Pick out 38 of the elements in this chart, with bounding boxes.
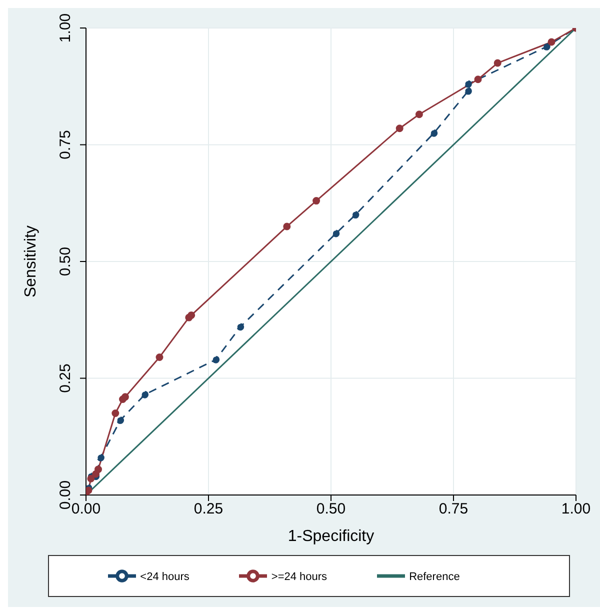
x-tick-label: 0.50 — [316, 500, 346, 518]
point — [415, 110, 423, 118]
point — [236, 323, 244, 331]
point — [464, 80, 472, 88]
point — [542, 42, 550, 50]
x-tick-label: 0.25 — [194, 500, 224, 518]
point — [94, 466, 102, 474]
point — [396, 124, 404, 132]
point — [96, 454, 104, 462]
point — [312, 197, 320, 205]
point — [116, 416, 124, 424]
y-tick-label: 0.50 — [57, 246, 74, 276]
point — [112, 410, 120, 418]
point — [188, 311, 196, 319]
point — [156, 353, 164, 361]
legend-label: Reference — [409, 571, 460, 584]
legend-label: <24 hours — [140, 571, 190, 584]
point — [121, 393, 129, 401]
point — [332, 230, 340, 238]
x-tick-label: 1.00 — [561, 500, 591, 518]
y-tick-label: 0.25 — [57, 364, 74, 393]
y-tick-label: 0.75 — [57, 130, 74, 160]
point — [352, 211, 360, 219]
point — [141, 390, 149, 398]
y-axis-title: Sensitivity — [22, 225, 40, 298]
point — [430, 129, 438, 137]
legend-label: >=24 hours — [271, 571, 328, 584]
x-tick-label: 0.00 — [71, 500, 101, 518]
point — [464, 87, 472, 95]
point — [474, 76, 482, 84]
point — [86, 486, 92, 494]
point — [548, 38, 556, 46]
y-tick-label: 1.00 — [57, 13, 74, 43]
x-tick-label: 0.75 — [438, 500, 468, 518]
x-axis-title: 1-Specificity — [288, 528, 374, 545]
point — [212, 356, 220, 364]
point — [494, 59, 502, 67]
point — [283, 222, 291, 230]
